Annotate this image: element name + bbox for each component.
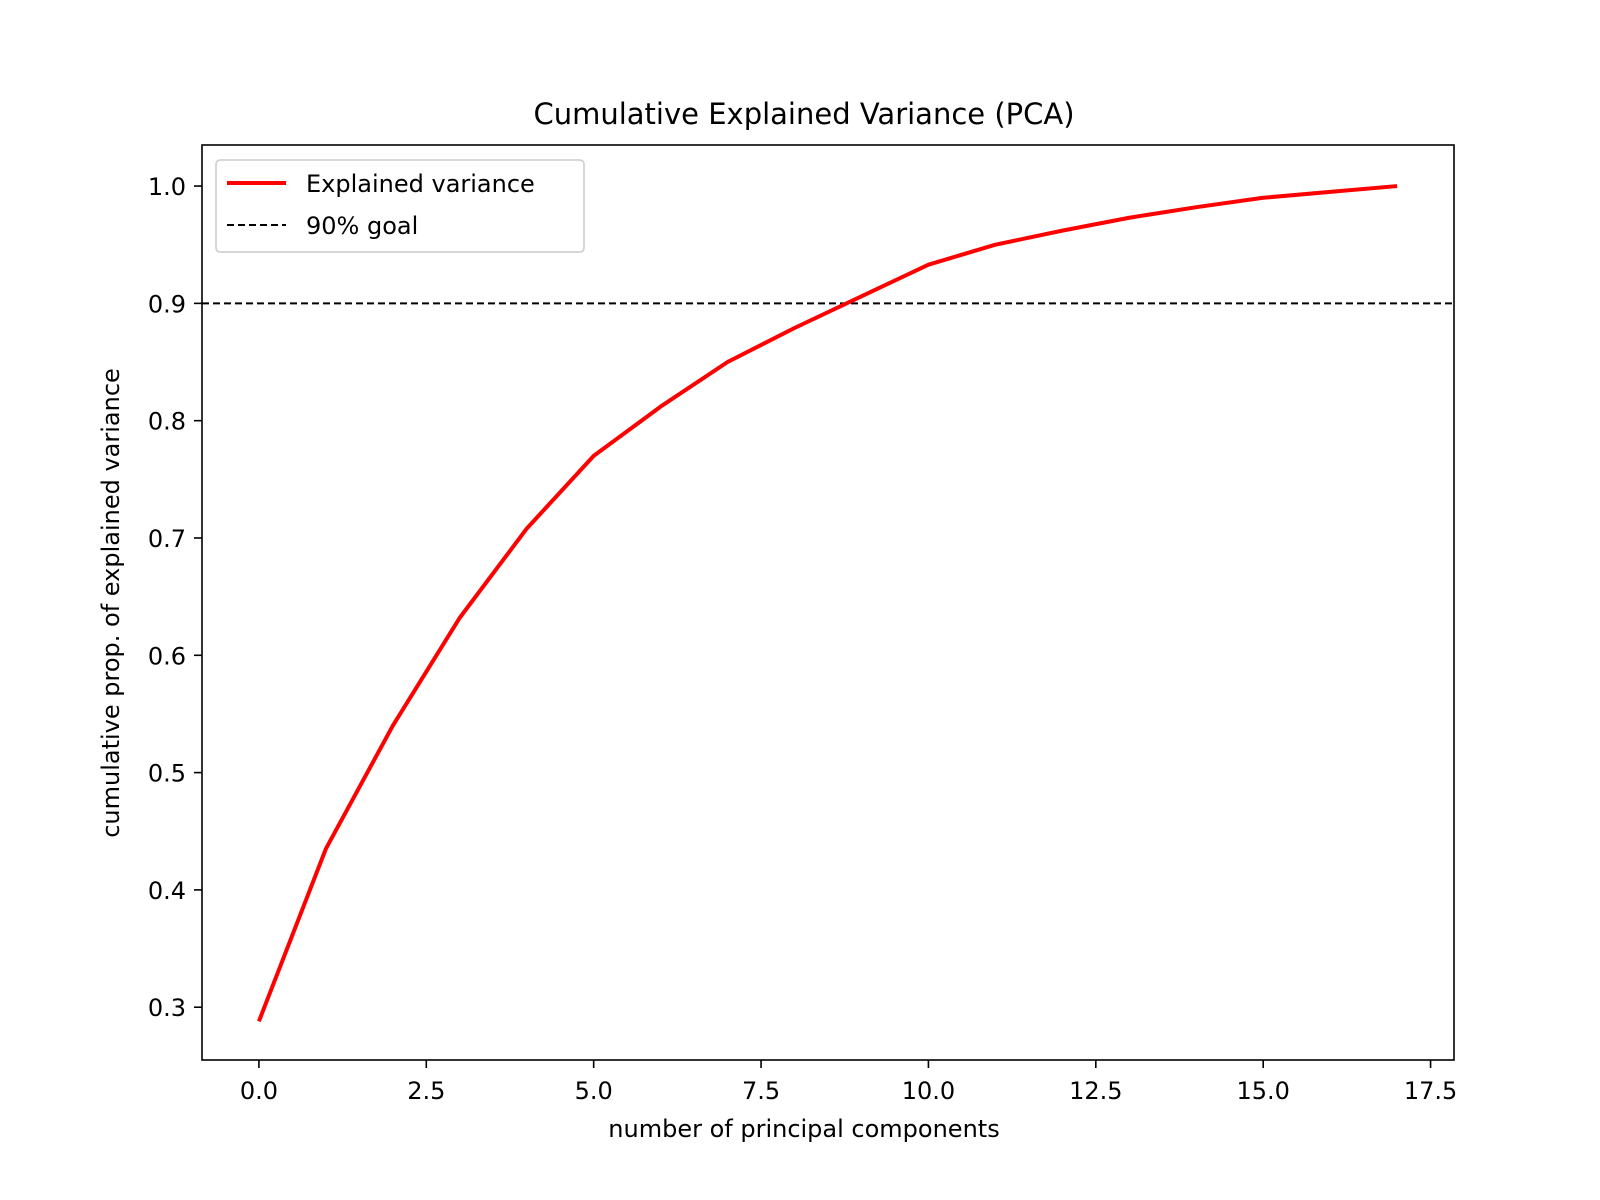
y-tick-label: 0.5 <box>148 760 186 788</box>
x-tick-label: 2.5 <box>407 1077 445 1105</box>
x-tick-label: 5.0 <box>575 1077 613 1105</box>
x-tick-label: 10.0 <box>902 1077 955 1105</box>
series-layer <box>257 184 1398 1023</box>
x-axis-label: number of principal components <box>608 1115 999 1143</box>
y-tick-label: 0.7 <box>148 525 186 553</box>
y-axis-label: cumulative prop. of explained variance <box>97 368 125 838</box>
legend-label-explained-variance: Explained variance <box>306 170 535 198</box>
x-tick-label: 0.0 <box>240 1077 278 1105</box>
chart-title: Cumulative Explained Variance (PCA) <box>533 97 1074 131</box>
plot-area <box>201 144 1455 1061</box>
x-tick-label: 12.5 <box>1069 1077 1122 1105</box>
y-tick-label: 1.0 <box>148 173 186 201</box>
legend: Explained variance 90% goal <box>215 159 585 253</box>
y-tick-label: 0.8 <box>148 408 186 436</box>
plot-frame <box>201 144 1455 1061</box>
y-tick-label: 0.3 <box>148 994 186 1022</box>
y-tick-label: 0.6 <box>148 642 186 670</box>
series-line-explained-variance <box>257 184 1398 1023</box>
y-tick-label: 0.4 <box>148 877 186 905</box>
y-tick-label: 0.9 <box>148 290 186 318</box>
legend-box <box>215 159 585 253</box>
x-axis: 0.0 2.5 5.0 7.5 10.0 12.5 15.0 17.5 <box>240 1060 1457 1105</box>
y-axis: 0.3 0.4 0.5 0.6 0.7 0.8 0.9 1.0 <box>148 173 202 1022</box>
x-tick-label: 17.5 <box>1404 1077 1457 1105</box>
legend-label-90-goal: 90% goal <box>306 212 418 240</box>
plot-background <box>202 145 1454 1060</box>
x-tick-label: 15.0 <box>1236 1077 1289 1105</box>
x-tick-label: 7.5 <box>742 1077 780 1105</box>
